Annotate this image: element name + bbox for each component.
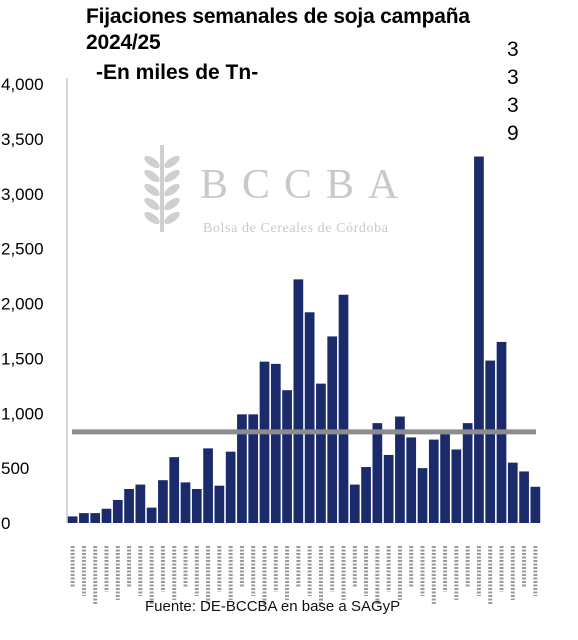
bar — [406, 437, 417, 523]
bar — [90, 513, 101, 523]
x-axis-labels — [70, 546, 538, 604]
bar — [124, 488, 134, 523]
bar-series — [67, 156, 541, 524]
bar — [395, 416, 405, 523]
wheat-grain — [144, 211, 160, 225]
bar — [316, 383, 326, 523]
bar — [169, 457, 180, 523]
y-tick-label: 4,000 — [1, 75, 44, 94]
chart-title-line2: 2024/25 — [86, 31, 161, 54]
bar — [474, 156, 484, 524]
bar — [338, 294, 349, 523]
wheat-grain — [164, 183, 180, 197]
wheat-grain — [164, 211, 180, 225]
bar — [203, 448, 213, 523]
bar — [225, 451, 236, 523]
peak-data-label-digit: 9 — [507, 122, 519, 145]
y-tick-label: 3,500 — [1, 130, 44, 149]
bar — [191, 488, 202, 523]
watermark-wheat-icon — [144, 145, 180, 232]
bar — [112, 499, 123, 523]
y-tick-label: 3,000 — [1, 185, 44, 204]
bar — [237, 414, 247, 523]
bar — [451, 449, 462, 523]
wheat-grain — [164, 169, 180, 183]
y-tick-label: 0 — [1, 514, 10, 533]
bar — [383, 454, 394, 523]
bar — [180, 482, 191, 523]
bar — [67, 516, 78, 523]
bar — [259, 361, 270, 523]
bar — [293, 279, 304, 523]
y-tick-label: 500 — [1, 459, 29, 478]
bar — [282, 390, 292, 523]
wheat-grain — [144, 183, 160, 197]
wheat-grain — [164, 155, 180, 169]
bar — [507, 462, 518, 523]
bar — [440, 434, 450, 523]
y-tick-label: 1,000 — [1, 404, 44, 423]
bar — [270, 363, 281, 523]
bar — [146, 507, 157, 523]
bar — [248, 414, 259, 523]
y-tick-label: 2,500 — [1, 240, 44, 259]
bar — [214, 485, 225, 523]
wheat-grain — [144, 155, 160, 169]
wheat-grain — [144, 169, 160, 183]
watermark-letters: BCCBA — [200, 162, 412, 208]
bar — [79, 513, 89, 523]
peak-label: 3 3 3 9 — [507, 38, 519, 145]
bar — [428, 439, 439, 523]
bar — [101, 508, 112, 523]
y-tick-label: 1,500 — [1, 349, 44, 368]
bar — [135, 484, 146, 523]
bar — [519, 471, 529, 523]
chart-title: Fijaciones semanales de soja campaña — [86, 5, 470, 28]
bar — [417, 468, 428, 524]
chart-source: Fuente: DE-BCCBA en base a SAGyP — [145, 598, 401, 615]
bar — [361, 467, 371, 523]
bar — [372, 423, 383, 523]
watermark-caption: Bolsa de Cereales de Córdoba — [203, 221, 389, 236]
bar — [462, 423, 473, 523]
wheat-grain — [144, 197, 160, 211]
peak-data-label-digit: 3 — [507, 66, 519, 89]
peak-data-label-digit: 3 — [507, 38, 519, 61]
bar — [158, 480, 168, 523]
bar — [530, 486, 541, 523]
y-axis: 4,000 3,500 3,000 2,500 2,000 1,500 1,000 500 0 — [1, 75, 68, 533]
bar — [304, 312, 315, 523]
y-tick-label: 2,000 — [1, 295, 44, 314]
bar — [349, 484, 360, 523]
wheat-grain — [164, 197, 180, 211]
bar — [485, 360, 496, 523]
watermark-logo: BCCBA Bolsa de Cereales de Córdoba — [144, 145, 412, 236]
chart-subtitle: -En miles de Tn- — [96, 61, 259, 84]
peak-data-label-digit: 3 — [507, 94, 519, 117]
